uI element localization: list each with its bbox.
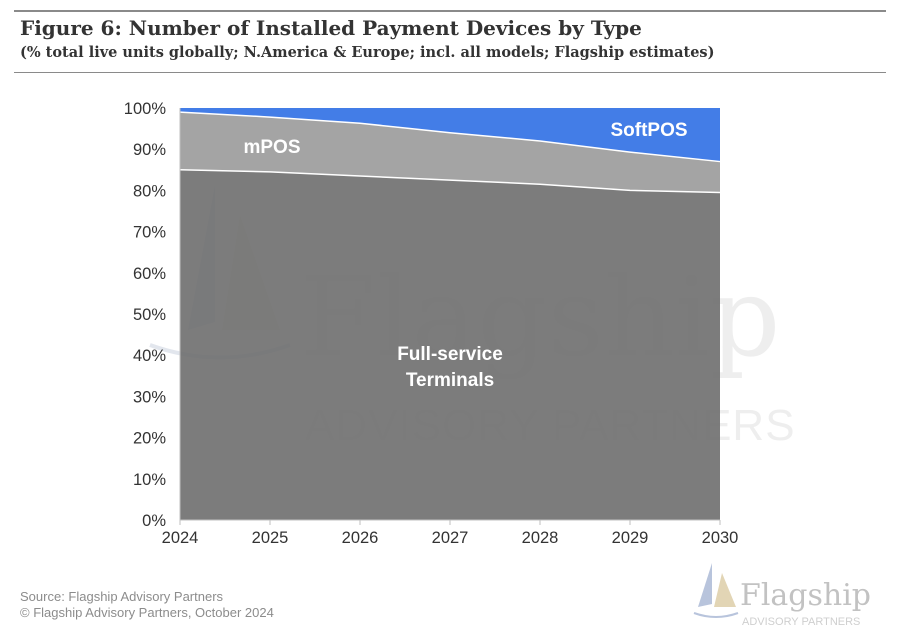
- y-tick-label: 70%: [133, 224, 166, 242]
- y-tick-label: 0%: [142, 512, 166, 530]
- y-tick-label: 50%: [133, 306, 166, 324]
- chart-axes: 0% 10% 20% 30% 40% 50% 60% 70% 80% 90% 100% 2024 202…: [124, 100, 739, 547]
- y-tick-label: 30%: [133, 388, 166, 406]
- x-tick-label: 2027: [432, 529, 469, 547]
- logo-tagline: ADVISORY PARTNERS: [742, 616, 860, 628]
- title-rule-top: [14, 10, 886, 12]
- page-title: Figure 6: Number of Installed Payment De…: [20, 16, 642, 40]
- plot-area: Full-service Terminals mPOS SoftPOS: [179, 108, 721, 521]
- logo-sail-left-icon: [698, 563, 712, 607]
- y-tick-label: 10%: [133, 471, 166, 489]
- x-tick-label: 2025: [252, 529, 289, 547]
- mpos-label: mPOS: [243, 137, 300, 158]
- full-service-label: Full-service Terminals: [397, 344, 503, 391]
- y-tick-label: 60%: [133, 265, 166, 283]
- logo-name: Flagship: [740, 578, 871, 613]
- footer-copyright: © Flagship Advisory Partners, October 20…: [20, 605, 274, 620]
- x-tick-label: 2028: [522, 529, 559, 547]
- softpos-area: [180, 108, 720, 162]
- x-tick-label: 2029: [612, 529, 649, 547]
- mpos-area: [180, 112, 720, 193]
- y-tick-label: 80%: [133, 182, 166, 200]
- softpos-label: SoftPOS: [610, 120, 687, 141]
- full-service-area: [180, 169, 720, 521]
- y-tick-label: 20%: [133, 430, 166, 448]
- y-tick-label: 100%: [124, 100, 167, 118]
- full-service-boundary-line: [179, 169, 721, 194]
- page-subtitle: (% total live units globally; N.America …: [20, 44, 715, 61]
- x-tick-label: 2024: [162, 529, 199, 547]
- mpos-boundary-line: [179, 111, 721, 163]
- y-tick-label: 40%: [133, 347, 166, 365]
- flagship-logo: Flagship ADVISORY PARTNERS: [693, 563, 871, 628]
- y-tick-label: 90%: [133, 141, 166, 159]
- footer-source: Source: Flagship Advisory Partners: [20, 589, 224, 604]
- logo-sail-right-icon: [714, 573, 736, 607]
- x-tick-label: 2026: [342, 529, 379, 547]
- logo-wave-icon: [693, 612, 739, 618]
- title-rule-bottom: [14, 72, 886, 73]
- x-tick-label: 2030: [702, 529, 739, 547]
